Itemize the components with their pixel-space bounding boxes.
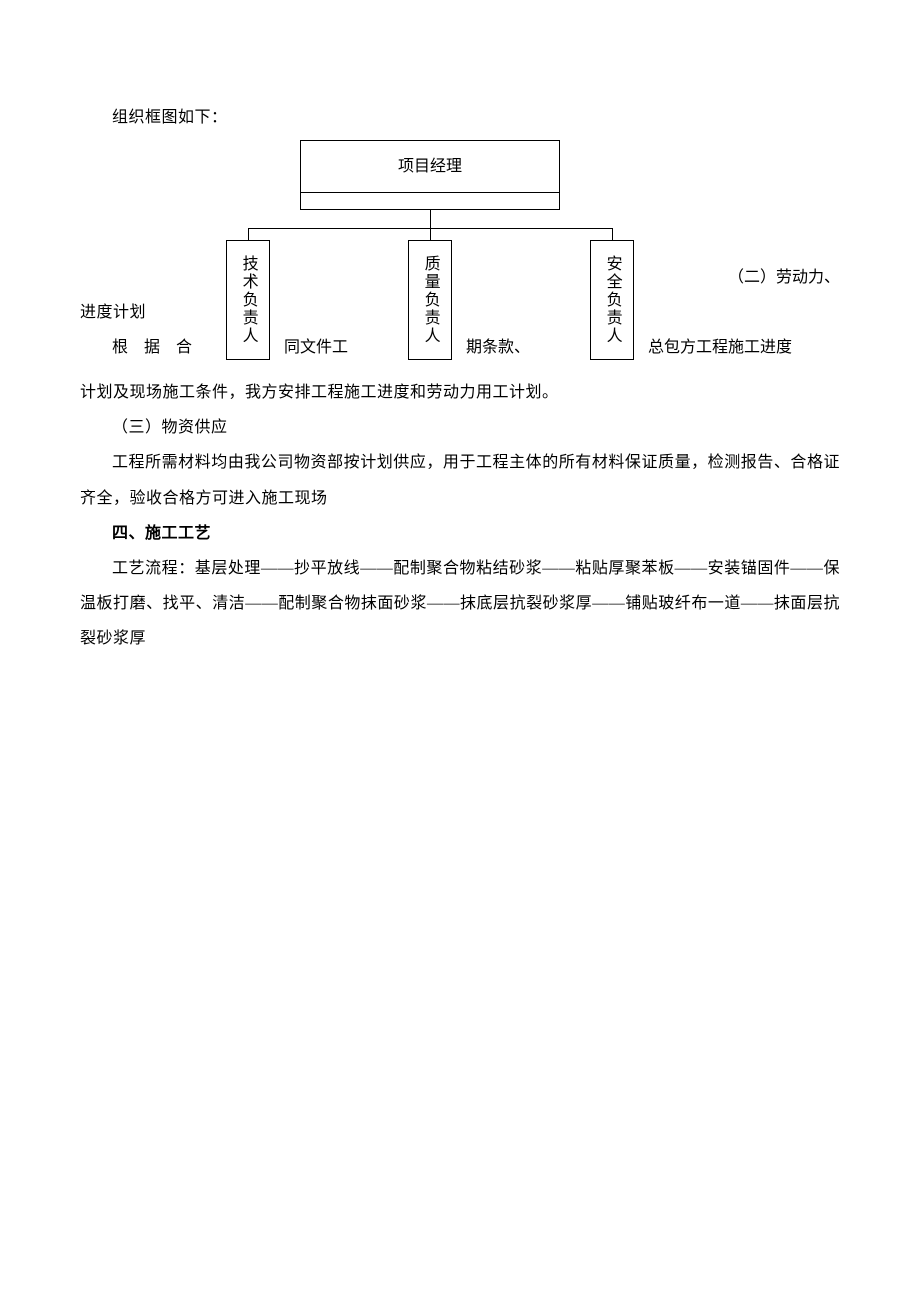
after-chart-text: 计划及现场施工条件，我方安排工程施工进度和劳动力用工计划。 （三）物资供应 工程… <box>80 375 840 657</box>
wrapped-text-area: . （二）劳动力、 进度计划 根 据 合 同文件工 期条款、 总包方工程施工进度 <box>80 260 840 366</box>
connector <box>612 228 613 240</box>
org-top-box-bottom-strip <box>300 192 560 210</box>
line3-seg2: 同文件工 <box>284 330 404 365</box>
sec2-title-right: （二）劳动力、 <box>708 260 840 295</box>
connector <box>248 228 249 240</box>
sec3-body: 工程所需材料均由我公司物资部按计划供应，用于工程主体的所有材料保证质量，检测报告… <box>80 445 840 515</box>
line4: 计划及现场施工条件，我方安排工程施工进度和劳动力用工计划。 <box>80 375 840 410</box>
connector <box>430 228 431 240</box>
sec3-title: （三）物资供应 <box>80 410 840 445</box>
line3-seg4: 总包方工程施工进度 <box>648 330 792 365</box>
line3-seg1: 根 据 合 <box>112 330 224 365</box>
sec4-body: 工艺流程：基层处理——抄平放线——配制聚合物粘结砂浆——粘贴厚聚苯板——安装锚固… <box>80 551 840 657</box>
line3-seg3: 期条款、 <box>466 330 586 365</box>
connector <box>430 210 431 240</box>
sec4-title: 四、施工工艺 <box>80 516 840 551</box>
org-top-box: 项目经理 <box>300 140 560 192</box>
sec2-title-left: 进度计划 <box>80 295 840 330</box>
org-top-label: 项目经理 <box>398 149 462 184</box>
intro-line: 组织框图如下： <box>80 100 840 135</box>
connector <box>248 228 612 229</box>
